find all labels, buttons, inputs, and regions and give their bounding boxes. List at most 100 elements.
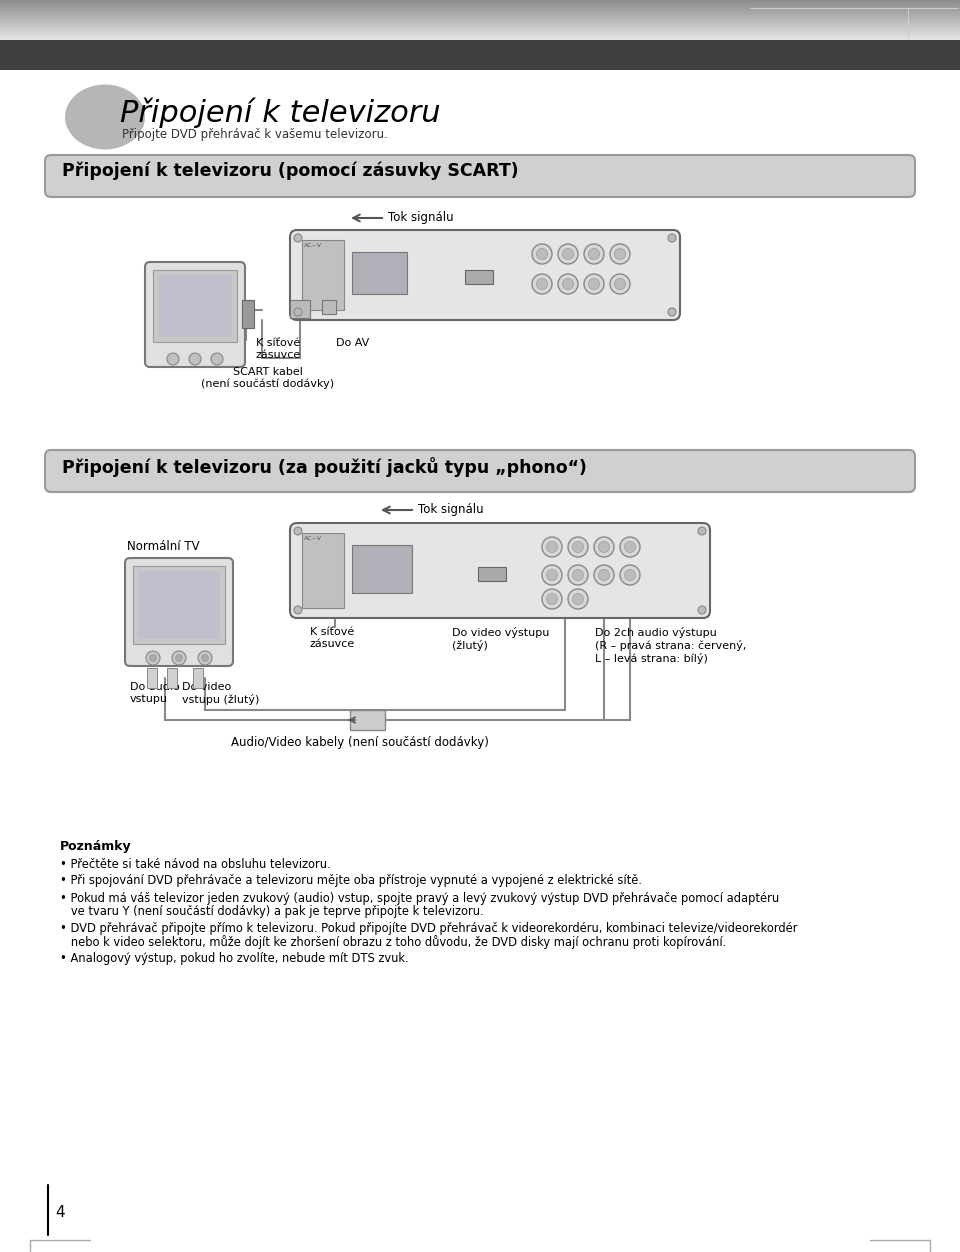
Circle shape xyxy=(294,308,302,316)
Circle shape xyxy=(202,655,208,661)
Circle shape xyxy=(172,651,186,665)
Circle shape xyxy=(167,353,179,366)
Circle shape xyxy=(294,234,302,242)
Bar xyxy=(242,300,254,328)
Circle shape xyxy=(568,537,588,557)
Circle shape xyxy=(614,278,626,289)
Bar xyxy=(147,669,157,689)
Bar xyxy=(465,270,493,284)
Text: Do video
vstupu (žlutý): Do video vstupu (žlutý) xyxy=(182,682,259,705)
Circle shape xyxy=(532,244,552,264)
Circle shape xyxy=(698,606,706,613)
Text: ve tvaru Y (není součástí dodávky) a pak je teprve připojte k televizoru.: ve tvaru Y (není součástí dodávky) a pak… xyxy=(60,905,484,918)
FancyBboxPatch shape xyxy=(290,230,680,321)
FancyBboxPatch shape xyxy=(45,449,915,492)
Bar xyxy=(302,533,344,608)
Text: • DVD přehrávač připojte přímo k televizoru. Pokud připojíte DVD přehrávač k vid: • DVD přehrávač připojte přímo k televiz… xyxy=(60,921,798,935)
FancyBboxPatch shape xyxy=(125,558,233,666)
Circle shape xyxy=(572,570,584,581)
Bar xyxy=(133,566,225,644)
Text: Připojení k televizoru (pomocí zásuvky SCART): Připojení k televizoru (pomocí zásuvky S… xyxy=(62,162,518,180)
Circle shape xyxy=(598,570,610,581)
Circle shape xyxy=(568,588,588,608)
Bar xyxy=(138,571,220,639)
Circle shape xyxy=(150,655,156,661)
Text: Do video výstupu
(žlutý): Do video výstupu (žlutý) xyxy=(452,627,549,651)
Text: Připojení k televizoru: Připojení k televizoru xyxy=(120,98,441,129)
Bar xyxy=(0,40,960,70)
Circle shape xyxy=(294,606,302,613)
Circle shape xyxy=(594,565,614,585)
Bar xyxy=(158,275,232,337)
Text: K síťové
zásuvce: K síťové zásuvce xyxy=(310,627,355,649)
Circle shape xyxy=(211,353,223,366)
Bar xyxy=(352,545,412,593)
Circle shape xyxy=(598,542,610,552)
Text: AC~V: AC~V xyxy=(304,243,322,248)
Text: Připojení k televizoru (za použití jacků typu „phono“): Připojení k televizoru (za použití jacků… xyxy=(62,457,587,477)
Text: 4: 4 xyxy=(55,1204,64,1219)
Text: nebo k video selektoru, může dojít ke zhoršení obrazu z toho důvodu, že DVD disk: nebo k video selektoru, může dojít ke zh… xyxy=(60,935,727,949)
Ellipse shape xyxy=(65,84,145,149)
Circle shape xyxy=(625,542,636,552)
Text: Připojte DVD přehrávač k vašemu televizoru.: Připojte DVD přehrávač k vašemu televizo… xyxy=(122,128,388,141)
Circle shape xyxy=(610,274,630,294)
Circle shape xyxy=(546,570,558,581)
Circle shape xyxy=(542,565,562,585)
Text: • Analogový výstup, pokud ho zvolíte, nebude mít DTS zvuk.: • Analogový výstup, pokud ho zvolíte, ne… xyxy=(60,952,409,965)
Text: SCART kabel
(není součástí dodávky): SCART kabel (není součástí dodávky) xyxy=(202,367,335,389)
Text: • Přečtěte si také návod na obsluhu televizoru.: • Přečtěte si také návod na obsluhu tele… xyxy=(60,858,330,871)
Circle shape xyxy=(584,274,604,294)
Circle shape xyxy=(537,278,547,289)
Bar xyxy=(478,567,506,581)
Circle shape xyxy=(198,651,212,665)
Bar xyxy=(352,252,407,294)
Circle shape xyxy=(546,542,558,552)
Circle shape xyxy=(537,248,547,259)
Text: Do 2ch audio výstupu
(R – pravá strana: červený,
L – levá strana: bílý): Do 2ch audio výstupu (R – pravá strana: … xyxy=(595,627,746,664)
Bar xyxy=(302,240,344,310)
Circle shape xyxy=(594,537,614,557)
Circle shape xyxy=(558,274,578,294)
Circle shape xyxy=(558,244,578,264)
Circle shape xyxy=(563,278,573,289)
Text: Normální TV: Normální TV xyxy=(127,540,200,553)
Circle shape xyxy=(568,565,588,585)
Circle shape xyxy=(542,537,562,557)
Circle shape xyxy=(176,655,182,661)
Bar xyxy=(350,710,385,730)
Text: Do AV: Do AV xyxy=(336,338,370,348)
Circle shape xyxy=(610,244,630,264)
Circle shape xyxy=(146,651,160,665)
Text: • Při spojování DVD přehrávače a televizoru mějte oba přístroje vypnuté a vypoje: • Při spojování DVD přehrávače a televiz… xyxy=(60,874,642,886)
Bar xyxy=(167,669,177,689)
Text: Audio/Video kabely (není součástí dodávky): Audio/Video kabely (není součástí dodávk… xyxy=(231,736,489,749)
Circle shape xyxy=(698,527,706,535)
Circle shape xyxy=(294,527,302,535)
Circle shape xyxy=(189,353,201,366)
Circle shape xyxy=(668,234,676,242)
Circle shape xyxy=(572,593,584,605)
Circle shape xyxy=(588,278,599,289)
Circle shape xyxy=(563,248,573,259)
FancyBboxPatch shape xyxy=(290,523,710,618)
Circle shape xyxy=(572,542,584,552)
Circle shape xyxy=(668,308,676,316)
Circle shape xyxy=(546,593,558,605)
Circle shape xyxy=(620,537,640,557)
Circle shape xyxy=(588,248,599,259)
Text: Do audio
vstupu: Do audio vstupu xyxy=(130,682,180,704)
Bar xyxy=(322,300,336,314)
Circle shape xyxy=(542,588,562,608)
Text: Tok signálu: Tok signálu xyxy=(418,503,484,516)
FancyBboxPatch shape xyxy=(145,262,245,367)
Circle shape xyxy=(625,570,636,581)
Bar xyxy=(193,669,203,689)
Text: Tok signálu: Tok signálu xyxy=(388,212,454,224)
FancyBboxPatch shape xyxy=(45,155,915,197)
Circle shape xyxy=(620,565,640,585)
Text: K síťové
zásuvce: K síťové zásuvce xyxy=(256,338,301,359)
Circle shape xyxy=(614,248,626,259)
Text: Poznámky: Poznámky xyxy=(60,840,132,853)
Bar xyxy=(290,300,310,318)
